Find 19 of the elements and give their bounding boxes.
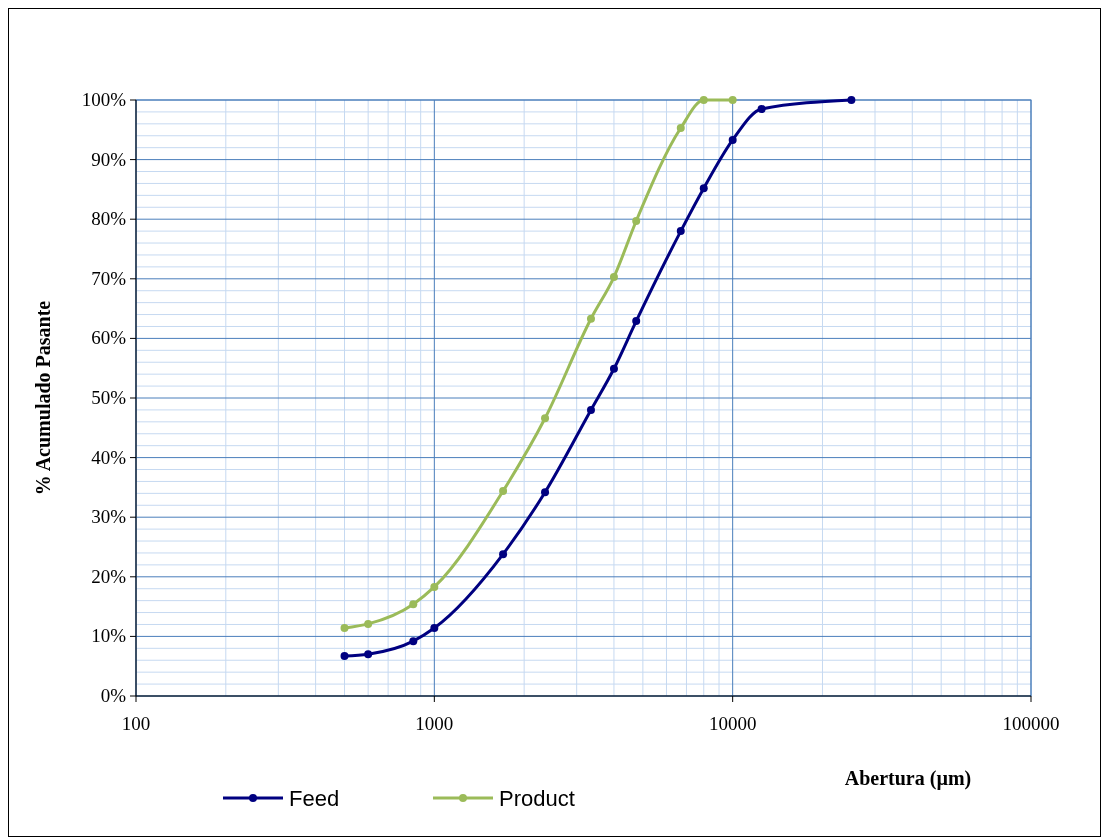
y-tick-label: 20% bbox=[91, 565, 127, 587]
y-tick-label: 80% bbox=[91, 208, 127, 230]
y-tick-label: 10% bbox=[91, 625, 127, 647]
y-tick-label: 50% bbox=[91, 387, 127, 408]
y-tick-label: 70% bbox=[91, 267, 127, 289]
y-axis-title: % Acumulado Pasante bbox=[32, 300, 54, 496]
y-tick-label: 0% bbox=[100, 685, 127, 706]
y-tick-label: 60% bbox=[91, 327, 127, 349]
x-axis-title: Abertura (µm) bbox=[844, 767, 972, 790]
legend-label: Feed bbox=[289, 786, 340, 811]
y-tick-label: 100% bbox=[81, 89, 127, 110]
y-tick-label: 40% bbox=[91, 446, 127, 468]
y-tick-label: 90% bbox=[91, 148, 127, 170]
x-tick-label: 10000 bbox=[708, 713, 757, 734]
y-tick-label: 30% bbox=[91, 506, 127, 528]
x-tick-label: 100 bbox=[121, 713, 151, 734]
x-tick-label: 1000 bbox=[415, 713, 454, 734]
legend-label: Product bbox=[499, 786, 575, 811]
x-tick-label: 100000 bbox=[1002, 713, 1060, 734]
